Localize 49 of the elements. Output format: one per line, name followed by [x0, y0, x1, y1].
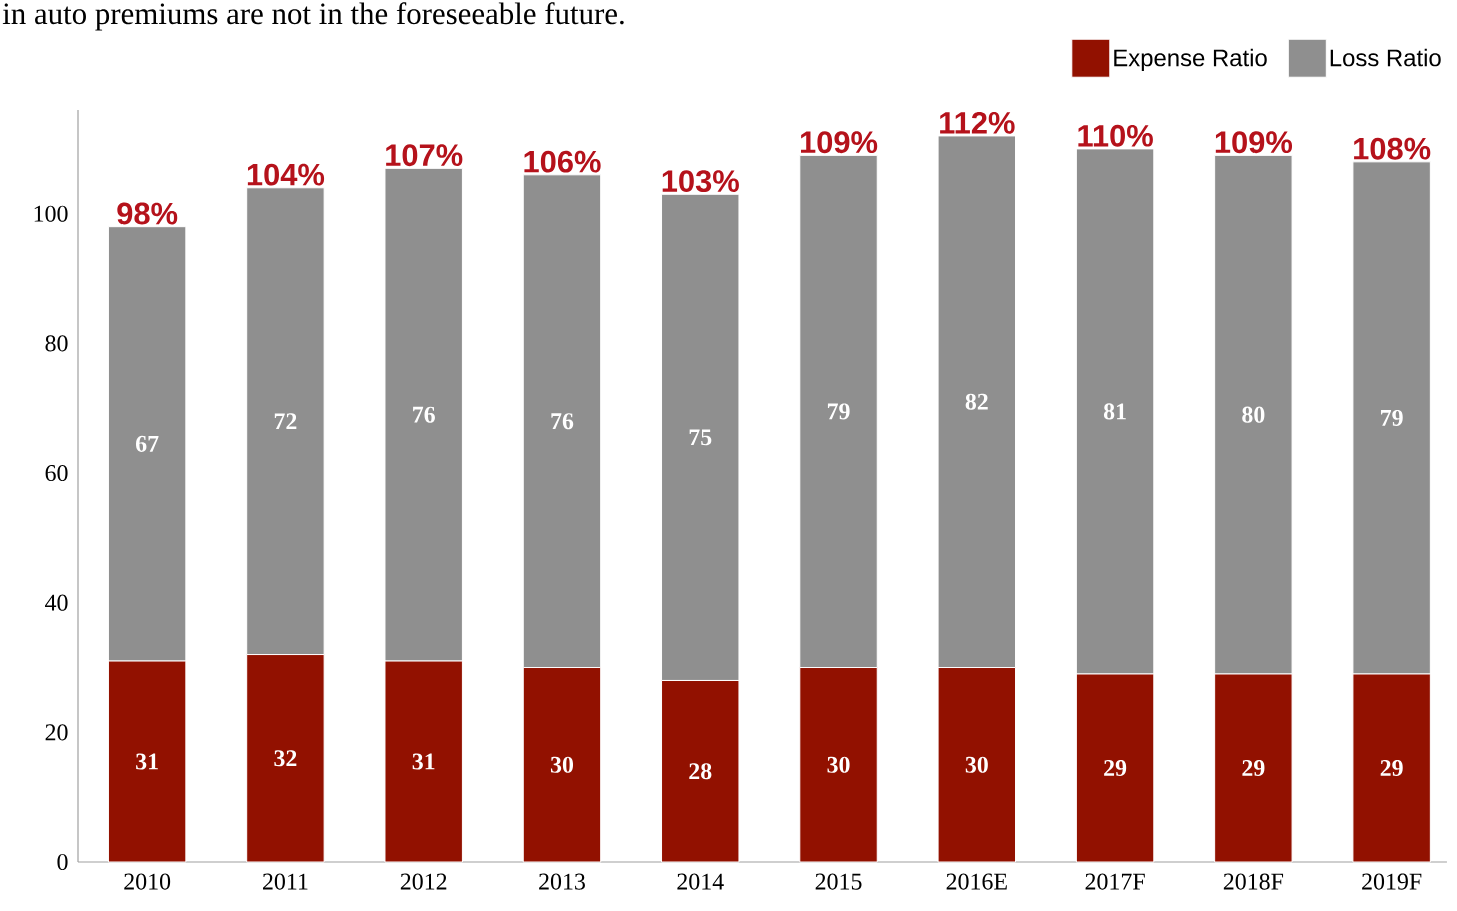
x-tick-label: 2014	[677, 873, 724, 890]
y-tick-label: 40	[45, 594, 68, 611]
data-label: 79	[827, 403, 850, 420]
total-label: 106%	[524, 150, 601, 173]
data-label: 67	[136, 435, 159, 452]
data-label: 28	[689, 763, 712, 780]
total-label: 103%	[662, 170, 739, 193]
x-tick-label: 2013	[539, 873, 585, 890]
data-label: 76	[551, 413, 574, 430]
x-tick-label: 2012	[400, 873, 447, 890]
x-tick-label: 2018F	[1223, 873, 1284, 890]
total-label: 104%	[247, 163, 325, 186]
data-label: 30	[827, 756, 850, 773]
data-label: 29	[1380, 759, 1403, 777]
y-tick-label: 100	[34, 205, 68, 222]
data-label: 30	[550, 756, 574, 773]
total-label: 98%	[117, 202, 178, 225]
data-label: 81	[1103, 403, 1126, 420]
data-label: 82	[965, 393, 988, 410]
data-label: 75	[689, 429, 712, 446]
legend-label: Expense Ratio	[1114, 48, 1267, 72]
y-tick-label: 0	[57, 853, 68, 871]
x-tick-label: 2016E	[946, 873, 1007, 890]
data-label: 29	[1242, 759, 1265, 777]
x-tick-label: 2017F	[1085, 873, 1145, 890]
total-label: 107%	[386, 144, 463, 167]
total-label: 110%	[1078, 124, 1153, 147]
total-label: 112%	[940, 111, 1015, 134]
data-label: 79	[1381, 409, 1403, 426]
data-label: 31	[412, 753, 435, 770]
total-label: 109%	[1215, 131, 1293, 154]
legend-label: Loss Ratio	[1330, 48, 1441, 67]
data-label: 30	[965, 756, 988, 773]
data-label: 29	[1104, 759, 1127, 777]
x-tick-label: 2011	[263, 873, 308, 890]
x-tick-label: 2010	[124, 873, 171, 890]
y-tick-label: 80	[45, 335, 68, 352]
y-tick-label: 60	[45, 464, 68, 482]
total-label: 108%	[1354, 137, 1431, 160]
x-tick-label: 2015	[815, 873, 862, 890]
data-label: 76	[413, 406, 435, 423]
data-label: 31	[136, 753, 158, 770]
y-tick-label: 20	[45, 724, 68, 741]
data-label: 80	[1242, 406, 1265, 423]
text: in auto premiums are not in the foreseeable future.	[2, 2, 624, 31]
x-tick-label: 2019F	[1362, 873, 1422, 890]
total-label: 109%	[800, 131, 878, 154]
data-label: 32	[274, 750, 297, 767]
data-label: 72	[274, 413, 297, 430]
